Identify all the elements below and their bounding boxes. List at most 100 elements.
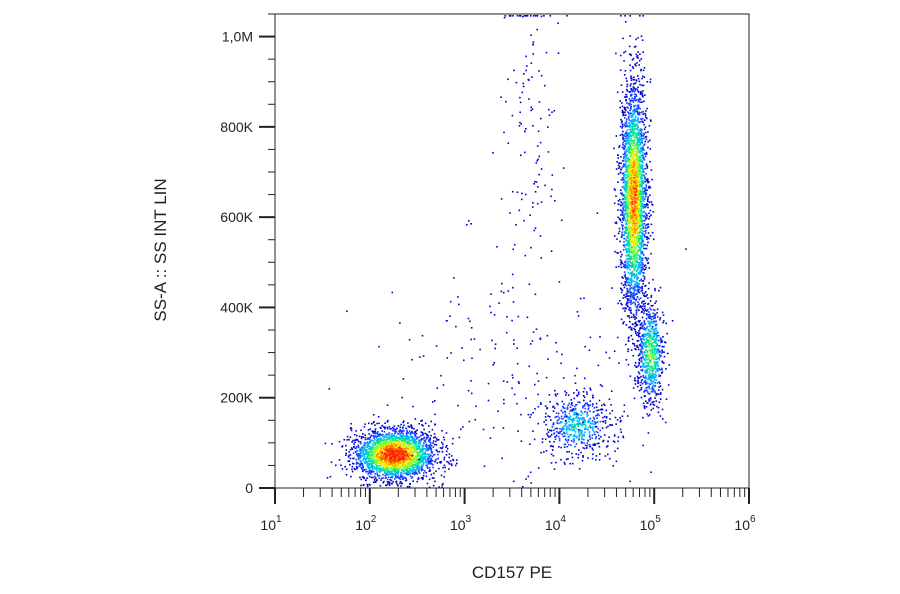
event-dot xyxy=(632,160,634,162)
event-dot xyxy=(632,83,635,85)
event-dot xyxy=(626,236,628,239)
event-dot xyxy=(412,471,415,473)
event-dot xyxy=(412,405,414,408)
event-dot xyxy=(632,163,635,165)
event-dot xyxy=(395,464,398,467)
event-dot xyxy=(391,459,393,462)
event-dot xyxy=(410,447,413,450)
event-dot xyxy=(420,469,423,472)
event-dot xyxy=(400,462,402,464)
event-dot xyxy=(324,442,327,445)
event-dot xyxy=(633,273,635,275)
event-dot xyxy=(641,214,643,216)
event-dot xyxy=(422,462,425,465)
event-dot xyxy=(617,164,620,167)
event-dot xyxy=(371,447,374,449)
event-dot xyxy=(408,457,410,460)
event-dot xyxy=(401,452,404,454)
event-dot xyxy=(344,465,346,468)
event-dot xyxy=(376,456,379,459)
event-dot xyxy=(379,467,381,470)
event-dot xyxy=(631,127,634,129)
event-dot xyxy=(413,471,416,474)
event-dot xyxy=(364,446,367,448)
event-dot xyxy=(404,479,407,482)
event-dot xyxy=(634,304,637,306)
event-dot xyxy=(366,456,369,459)
event-dot xyxy=(640,212,642,214)
event-dot xyxy=(407,462,409,464)
event-dot xyxy=(630,193,632,196)
event-dot xyxy=(635,143,637,146)
event-dot xyxy=(620,282,623,285)
event-dot xyxy=(630,83,632,85)
event-dot xyxy=(628,104,631,106)
event-dot xyxy=(623,189,626,191)
event-dot xyxy=(641,237,644,240)
event-dot xyxy=(632,143,635,145)
event-dot xyxy=(399,467,401,469)
event-dot xyxy=(374,428,377,430)
event-dot xyxy=(638,159,641,162)
event-dot xyxy=(631,260,634,263)
event-dot xyxy=(387,419,389,422)
event-dot xyxy=(622,263,625,266)
event-dot xyxy=(390,479,393,482)
event-dot xyxy=(620,214,622,216)
event-dot xyxy=(405,434,408,437)
event-dot xyxy=(632,87,635,90)
event-dot xyxy=(406,432,408,435)
event-dot xyxy=(629,260,631,263)
event-dot xyxy=(374,477,377,479)
event-dot xyxy=(406,473,409,476)
event-dot xyxy=(638,225,641,228)
event-dot xyxy=(370,440,372,443)
event-dot xyxy=(404,451,407,454)
event-dot xyxy=(358,465,361,467)
event-dot xyxy=(386,464,388,467)
event-dot xyxy=(359,448,361,451)
event-dot xyxy=(626,250,628,253)
event-dot xyxy=(635,274,637,277)
event-dot xyxy=(418,468,421,470)
event-dot xyxy=(627,111,629,113)
event-dot xyxy=(373,436,375,439)
event-dot xyxy=(351,448,354,450)
event-dot xyxy=(645,193,647,195)
event-dot xyxy=(389,453,391,455)
event-dot xyxy=(393,452,395,455)
event-dot xyxy=(642,171,645,173)
event-dot xyxy=(646,238,648,241)
event-dot xyxy=(405,455,407,458)
event-dot xyxy=(370,451,373,454)
event-dot xyxy=(630,299,632,302)
event-dot xyxy=(367,444,370,447)
event-dot xyxy=(397,467,399,470)
event-dot xyxy=(632,158,634,161)
event-dot xyxy=(645,291,647,293)
event-dot xyxy=(633,259,635,261)
event-dot xyxy=(383,467,386,470)
event-dot xyxy=(386,467,389,469)
event-dot xyxy=(625,170,627,173)
event-dot xyxy=(621,166,623,169)
event-dot xyxy=(641,137,643,140)
event-dot xyxy=(441,441,443,444)
event-dot xyxy=(382,464,384,466)
event-dot xyxy=(638,107,640,109)
event-dot xyxy=(383,480,385,483)
event-dot xyxy=(624,50,627,53)
event-dot xyxy=(624,111,626,114)
event-dot xyxy=(391,475,394,477)
event-dot xyxy=(651,178,653,181)
event-dot xyxy=(645,164,648,167)
event-dot xyxy=(413,438,415,441)
event-dot xyxy=(635,216,638,219)
event-dot xyxy=(390,441,392,443)
event-dot xyxy=(647,204,649,206)
event-dot xyxy=(634,125,636,128)
event-dot xyxy=(422,464,424,467)
event-dot xyxy=(401,482,403,485)
event-dot xyxy=(641,224,644,226)
event-dot xyxy=(632,265,635,268)
